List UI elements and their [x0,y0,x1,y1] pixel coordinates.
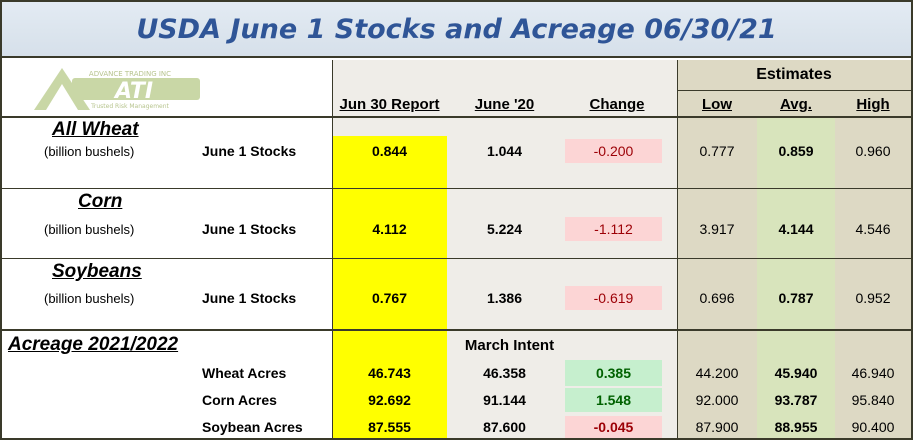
change-cell-bg [565,286,662,310]
divider [2,258,911,259]
svg-text:ATI: ATI [113,79,153,104]
value-change: 1.548 [595,392,632,408]
value-avg: 0.787 [778,290,814,306]
change-cell-bg [565,416,662,438]
value-low: 92.000 [695,392,739,408]
value-high: 46.940 [851,365,895,381]
value-jun30: 0.767 [371,290,408,306]
divider [2,188,911,189]
value-high: 90.400 [851,419,895,435]
unit-label: (billion bushels) [44,290,135,306]
value-change: -0.200 [593,143,634,159]
row-label: Soybean Acres [202,419,303,435]
col-header-change: Change [589,95,645,113]
value-low: 3.917 [699,221,735,237]
divider [677,60,678,438]
value-low: 87.900 [695,419,739,435]
col-header-high: High [856,95,890,113]
row-label: June 1 Stocks [202,143,297,159]
value-low: 0.696 [699,290,735,306]
value-june20: 5.224 [486,221,523,237]
section-title: Corn [78,191,123,212]
value-high: 0.952 [855,290,891,306]
value-low: 44.200 [695,365,739,381]
value-change: -0.045 [593,419,634,435]
section-title: All Wheat [52,119,139,140]
unit-label: (billion bushels) [44,143,135,159]
value-jun30: 0.844 [371,143,408,159]
section-title: Soybeans [52,261,142,282]
row-label: Wheat Acres [202,365,287,381]
row-label: June 1 Stocks [202,221,297,237]
col-header-jun30: Jun 30 Report [339,95,440,113]
unit-label: (billion bushels) [44,221,135,237]
acreage-title: Acreage 2021/2022 [8,334,179,355]
value-avg: 93.787 [774,392,818,408]
svg-text:ADVANCE TRADING INC: ADVANCE TRADING INC [89,70,171,78]
divider [2,329,911,331]
value-jun30: 92.692 [368,392,411,408]
value-june20: 46.358 [483,365,526,381]
march-intent-header: March Intent [464,336,555,354]
value-high: 4.546 [855,221,891,237]
ati-logo: ADVANCE TRADING INC ATI Trusted Risk Man… [34,68,200,110]
report-column-highlight [332,136,447,438]
change-cell-bg [565,217,662,241]
avg-column-highlight [757,116,835,438]
value-avg: 4.144 [778,221,814,237]
svg-text:Trusted Risk Management: Trusted Risk Management [90,103,169,110]
row-label: June 1 Stocks [202,290,297,306]
col-header-june20: June '20 [474,95,535,113]
value-june20: 1.386 [486,290,523,306]
stocks-table: ADVANCE TRADING INC ATI Trusted Risk Man… [2,60,911,438]
value-jun30: 4.112 [372,221,407,237]
value-high: 95.840 [851,392,895,408]
divider [332,60,333,438]
title-bar: USDA June 1 Stocks and Acreage 06/30/21 [2,2,911,58]
value-change: 0.385 [595,365,632,381]
value-change: -0.619 [593,290,634,306]
value-jun30: 87.555 [368,419,411,435]
value-change: -1.112 [594,221,633,237]
estimates-header: Estimates [756,66,832,83]
divider [2,116,911,118]
row-label: Corn Acres [202,392,277,408]
change-cell-bg [565,360,662,386]
col-header-avg: Avg. [780,95,812,113]
value-june20: 1.044 [486,143,523,159]
value-jun30: 46.743 [368,365,411,381]
col-header-low: Low [702,95,732,113]
value-avg: 88.955 [774,419,818,435]
value-avg: 45.940 [774,365,818,381]
page-title: USDA June 1 Stocks and Acreage 06/30/21 [136,13,777,45]
value-high: 0.960 [855,143,891,159]
divider [677,90,911,91]
value-june20: 87.600 [483,419,526,435]
value-low: 0.777 [699,143,735,159]
change-cell-bg [565,139,662,163]
value-june20: 91.144 [483,392,526,408]
value-avg: 0.859 [778,143,814,159]
change-cell-bg [565,388,662,412]
